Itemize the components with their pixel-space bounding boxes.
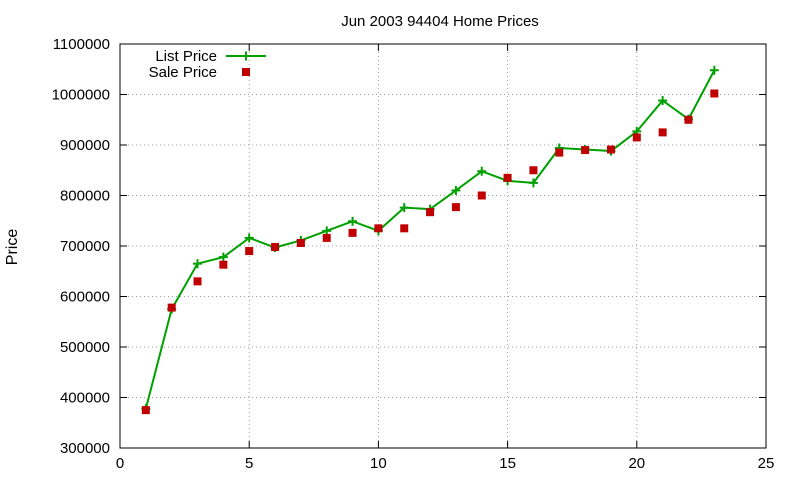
sale-price-point: [348, 228, 357, 237]
sale-price-point: [503, 173, 512, 182]
legend-marker-plus: [241, 51, 251, 61]
sale-price-point: [296, 238, 305, 247]
sale-price-point: [632, 133, 641, 142]
series-sale-price: [141, 89, 719, 415]
x-tick-label: 25: [758, 455, 775, 472]
list-price-point: [348, 216, 358, 226]
legend-label: Sale Price: [149, 64, 217, 81]
x-tick-label: 0: [116, 455, 124, 472]
sale-price-point: [426, 208, 435, 217]
list-price-line: [144, 69, 716, 409]
list-price-point: [193, 259, 203, 269]
y-tick-label: 500000: [60, 339, 110, 356]
sale-price-point: [141, 406, 150, 415]
list-price-point: [477, 166, 487, 176]
sale-price-point: [451, 203, 460, 212]
series-list-price: [141, 65, 719, 414]
sale-price-point: [219, 260, 228, 269]
list-price-point: [709, 65, 719, 75]
sale-price-point: [400, 224, 409, 233]
y-tick-label: 1000000: [52, 87, 110, 104]
sale-price-point: [710, 89, 719, 98]
sale-price-point: [606, 145, 615, 154]
sale-price-point: [555, 148, 564, 157]
sale-price-point: [581, 146, 590, 155]
y-tick-label: 400000: [60, 390, 110, 407]
x-tick-label: 5: [245, 455, 253, 472]
sale-price-point: [167, 303, 176, 312]
chart-title: Jun 2003 94404 Home Prices: [341, 13, 539, 30]
list-price-point: [528, 178, 538, 188]
sale-price-point: [322, 233, 331, 242]
grid: [120, 44, 766, 448]
sale-price-point: [477, 191, 486, 200]
list-price-point: [244, 233, 254, 243]
list-price-point: [399, 203, 409, 213]
legend-label: List Price: [155, 48, 217, 65]
x-tick-label: 15: [499, 455, 516, 472]
sale-price-point: [374, 224, 383, 233]
axis-ticks: 0 5 10 15 20 25 300000 400000 500000 600000 700000…: [52, 36, 775, 472]
y-tick-label: 900000: [60, 137, 110, 154]
y-axis-label: Price: [4, 229, 21, 266]
y-tick-label: 800000: [60, 188, 110, 205]
list-price-point: [218, 252, 228, 262]
sale-price-point: [193, 277, 202, 286]
y-tick-label: 600000: [60, 289, 110, 306]
y-tick-label: 700000: [60, 238, 110, 255]
legend-marker-square: [242, 68, 250, 76]
plot-series: [141, 65, 719, 415]
sale-price-point: [529, 166, 538, 175]
sale-price-point: [658, 128, 667, 137]
y-tick-label: 300000: [60, 440, 110, 457]
sale-price-point: [684, 115, 693, 124]
x-tick-label: 20: [628, 455, 645, 472]
sale-price-point: [245, 247, 254, 256]
list-price-point: [658, 96, 668, 106]
y-tick-label: 1100000: [53, 36, 110, 53]
x-tick-label: 10: [370, 455, 387, 472]
sale-price-point: [271, 243, 280, 252]
list-price-point: [322, 226, 332, 236]
list-price-point: [451, 185, 461, 195]
